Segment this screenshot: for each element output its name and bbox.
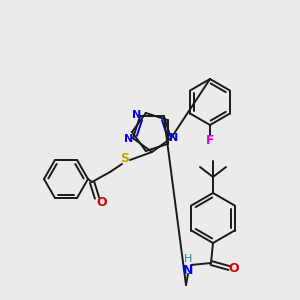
Text: O: O [229, 262, 239, 275]
Text: N: N [132, 110, 141, 120]
Text: N: N [124, 134, 134, 144]
Text: H: H [184, 254, 192, 264]
Text: S: S [121, 152, 130, 164]
Text: O: O [97, 196, 107, 208]
Text: N: N [169, 133, 178, 143]
Text: N: N [183, 263, 193, 277]
Text: F: F [206, 134, 214, 146]
